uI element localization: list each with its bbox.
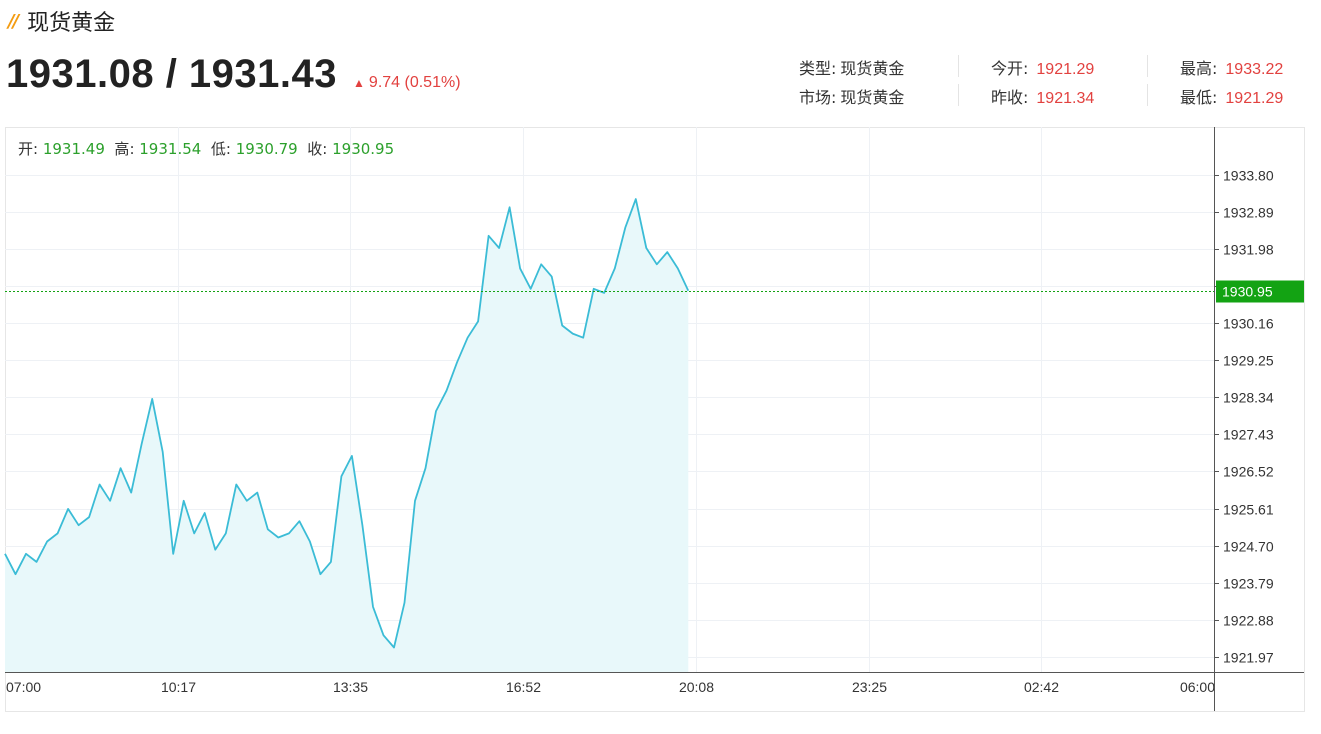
ohlc-low-label: 低 [211, 140, 226, 158]
info-high-value: 1933.22 [1225, 61, 1284, 78]
ohlc-separator: : [322, 140, 332, 158]
info-open-value: 1921.29 [1036, 61, 1095, 78]
y-tick-label: 1924.70 [1223, 539, 1274, 555]
info-open: 今开: 1921.29 [991, 55, 1094, 79]
series-area [5, 199, 689, 672]
double-slash-icon: // [8, 10, 19, 32]
y-tick-label: 1930.16 [1223, 316, 1274, 332]
y-tick-label: 1933.80 [1223, 168, 1274, 184]
ohlc-separator [201, 140, 211, 158]
divider [958, 55, 959, 77]
info-high: 最高: 1933.22 [1180, 55, 1283, 79]
ohlc-separator: : [129, 140, 139, 158]
price-change-value: 9.74 (0.51%) [368, 74, 461, 91]
y-tick-label: 1927.43 [1223, 427, 1274, 443]
x-tick-label: 06:00 [1180, 679, 1215, 695]
page-title: 现货黄金 [27, 11, 116, 36]
ohlc-separator [298, 140, 308, 158]
ohlc-separator [105, 140, 115, 158]
bid-ask-price: 1931.08 / 1931.43 [6, 52, 338, 96]
chart-frame [5, 127, 1305, 712]
current-price-label: 1930.95 [1222, 284, 1273, 300]
info-market: 市场: 现货黄金 [799, 84, 904, 108]
x-tick-label: 02:42 [1024, 679, 1059, 695]
price-change: ▲ 9.74 (0.51%) [353, 74, 461, 92]
divider [1147, 84, 1148, 106]
info-prev-close: 昨收: 1921.34 [991, 84, 1094, 108]
arrow-up-icon: ▲ [353, 76, 365, 90]
ohlc-low: 1930.79 [236, 140, 298, 158]
info-row-2: 市场: 现货黄金 昨收: 1921.34 最低: 1921.29 [795, 84, 1310, 108]
x-tick-label: 23:25 [852, 679, 887, 695]
ohlc-open-label: 开 [18, 140, 33, 158]
ohlc-high-label: 高 [114, 140, 129, 158]
y-tick-label: 1921.97 [1223, 650, 1274, 666]
info-low-value: 1921.29 [1225, 90, 1284, 107]
info-type-value: 现货黄金 [840, 59, 905, 78]
info-open-label: 今开: [991, 59, 1029, 78]
info-type: 类型: 现货黄金 [799, 55, 904, 79]
ohlc-separator: : [33, 140, 43, 158]
info-market-value: 现货黄金 [840, 88, 905, 107]
divider [1147, 55, 1148, 77]
y-tick-label: 1923.79 [1223, 576, 1274, 592]
quote-row: 1931.08 / 1931.43 ▲ 9.74 (0.51%) [6, 52, 461, 97]
ohlc-close: 1930.95 [332, 140, 394, 158]
y-tick-label: 1929.25 [1223, 353, 1274, 369]
y-tick-label: 1925.61 [1223, 502, 1274, 518]
ohlc-high: 1931.54 [139, 140, 201, 158]
info-low: 最低: 1921.29 [1180, 84, 1283, 108]
y-tick-label: 1926.52 [1223, 464, 1274, 480]
current-price-tag [1216, 280, 1304, 303]
x-tick-label: 20:08 [679, 679, 714, 695]
info-prev-close-value: 1921.34 [1036, 90, 1095, 107]
divider [958, 84, 959, 106]
info-low-label: 最低: [1180, 88, 1218, 107]
y-tick-label: 1931.98 [1223, 242, 1274, 258]
y-tick-label: 1932.89 [1223, 205, 1274, 221]
y-tick-label: 1928.34 [1223, 390, 1274, 406]
ohlc-separator: : [226, 140, 236, 158]
info-prev-close-label: 昨收: [991, 88, 1029, 107]
x-tick-label: 16:52 [506, 679, 541, 695]
x-tick-label: 13:35 [333, 679, 368, 695]
header-title: // 现货黄金 [8, 5, 115, 37]
info-high-label: 最高: [1180, 59, 1218, 78]
y-tick-label: 1922.88 [1223, 613, 1274, 629]
info-row-1: 类型: 现货黄金 今开: 1921.29 最高: 1933.22 [795, 55, 1310, 79]
series-line [4, 198, 690, 649]
ohlc-legend: 开: 1931.49 高: 1931.54 低: 1930.79 收: 1930… [18, 140, 394, 158]
info-type-label: 类型: [799, 59, 837, 78]
ohlc-open: 1931.49 [43, 140, 105, 158]
x-tick-label: 07:00 [6, 679, 41, 695]
x-tick-label: 10:17 [161, 679, 196, 695]
ohlc-close-label: 收 [307, 140, 322, 158]
info-market-label: 市场: [799, 88, 837, 107]
